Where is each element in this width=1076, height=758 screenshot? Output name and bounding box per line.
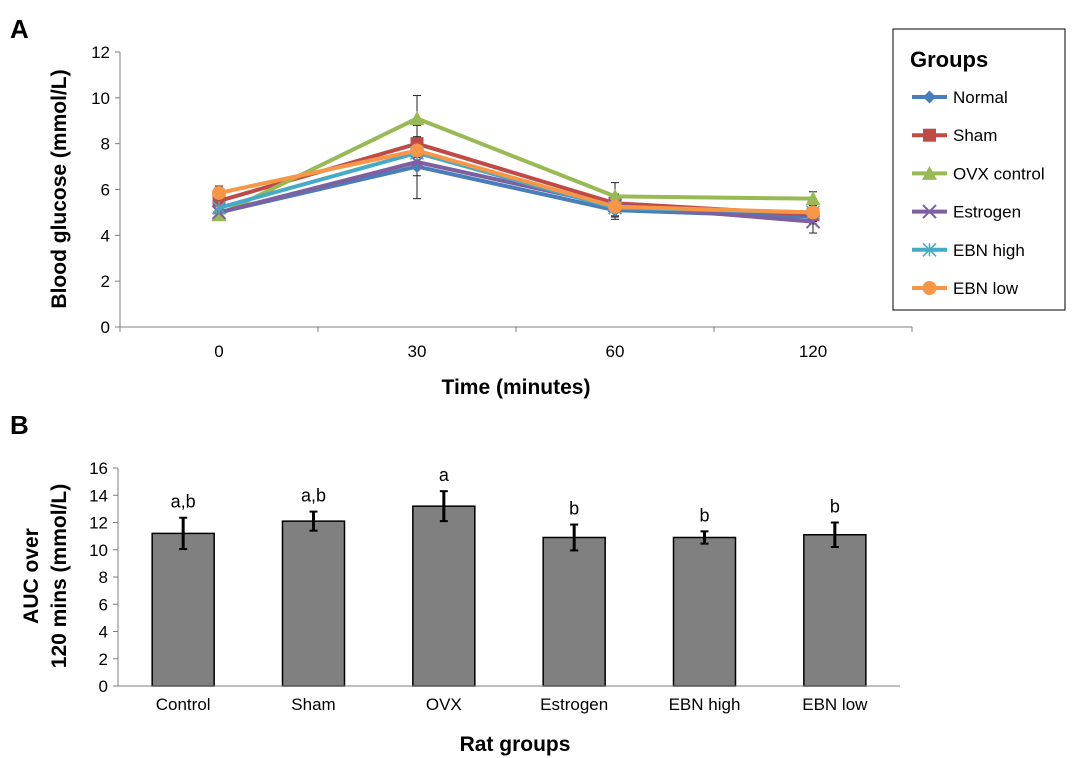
- legend: Groups Normal Sham OVX control Estrogen EBN …: [892, 28, 1066, 311]
- data-point: [212, 185, 226, 200]
- series-group: [211, 95, 821, 234]
- legend-marker: [922, 281, 937, 295]
- x-tick-label: EBN low: [802, 695, 868, 714]
- significance-label: b: [830, 497, 840, 517]
- bar-group: a,b: [151, 492, 215, 687]
- x-tick-label: 0: [214, 342, 223, 361]
- bar: [803, 534, 867, 687]
- bar: [281, 520, 346, 687]
- panel-label-b: B: [10, 410, 29, 440]
- x-tick-label: 60: [606, 342, 625, 361]
- significance-label: b: [699, 505, 709, 525]
- line-chart: 0 2 4 6 8 10 12 0 30 60 120 Time (minutes) Blood …: [48, 43, 913, 399]
- legend-title: Groups: [910, 47, 988, 72]
- legend-item: EBN high: [912, 241, 1025, 260]
- series-estrogen: [211, 154, 821, 229]
- bar-group: b: [803, 497, 867, 687]
- data-point: [409, 110, 425, 125]
- legend-item: EBN low: [912, 279, 1019, 298]
- data-point: [211, 200, 227, 215]
- x-tick-label: Estrogen: [540, 695, 608, 714]
- legend-marker: [922, 204, 937, 219]
- y-axis-title-line2: 120 mins (mmol/L): [48, 484, 71, 668]
- x-tick-label: Sham: [291, 695, 335, 714]
- y-tick-label: 12: [91, 43, 110, 62]
- y-tick-label: 16: [89, 459, 108, 478]
- x-axis-title: Time (minutes): [442, 376, 591, 399]
- legend-item: OVX control: [912, 164, 1045, 183]
- y-tick-label: 2: [99, 650, 108, 669]
- series-ovx-control: [211, 110, 821, 222]
- data-point: [608, 199, 622, 214]
- bar-group: b: [672, 505, 737, 687]
- bar: [412, 505, 476, 687]
- y-tick-label: 8: [101, 135, 110, 154]
- legend-label: OVX control: [953, 164, 1045, 183]
- x-tick-label: 120: [799, 342, 827, 361]
- legend-item: Sham: [912, 126, 997, 145]
- bar-chart: 0 2 4 6 8 10 12 14 16 a,b a,b a b b b Control Sham OVX E…: [20, 459, 900, 756]
- x-axis-title: Rat groups: [460, 733, 571, 756]
- bar: [151, 532, 215, 687]
- legend-label: Estrogen: [953, 203, 1021, 222]
- significance-label: a: [439, 465, 450, 485]
- data-point: [805, 191, 821, 206]
- y-axis-title-line1: AUC over: [20, 528, 43, 624]
- y-tick-label: 10: [91, 89, 110, 108]
- bar: [672, 536, 737, 687]
- bar-group: a: [412, 465, 476, 687]
- legend-item: Estrogen: [912, 203, 1021, 222]
- x-tick-label: Control: [156, 695, 211, 714]
- y-tick-label: 6: [99, 595, 108, 614]
- legend-marker: [923, 128, 936, 142]
- y-tick-label: 2: [101, 272, 110, 291]
- x-tick-label: OVX: [426, 695, 462, 714]
- data-point: [806, 205, 820, 220]
- y-axis-ticks: 0 2 4 6 8 10 12 14 16: [89, 459, 118, 696]
- series-line: [218, 116, 814, 217]
- y-axis-title: Blood glucose (mmol/L): [48, 69, 71, 308]
- series-ebn-low: [212, 143, 820, 220]
- y-tick-label: 0: [99, 677, 108, 696]
- x-tick-label: 30: [408, 342, 427, 361]
- y-tick-label: 10: [89, 541, 108, 560]
- bar: [542, 536, 606, 687]
- bar-group: a,b: [281, 486, 346, 687]
- y-tick-label: 8: [99, 568, 108, 587]
- legend-marker: [922, 242, 937, 257]
- panel-label-a: A: [10, 14, 29, 44]
- legend-items: Normal Sham OVX control Estrogen EBN high EBN…: [912, 88, 1045, 298]
- y-tick-label: 4: [99, 623, 108, 642]
- y-tick-label: 0: [101, 318, 110, 337]
- data-point: [410, 143, 424, 158]
- x-axis-ticks: 0 30 60 120: [119, 327, 913, 361]
- y-tick-label: 12: [89, 514, 108, 533]
- x-tick-label: EBN high: [669, 695, 741, 714]
- series-line: [218, 148, 814, 215]
- marker-stroke: [922, 204, 937, 219]
- y-tick-label: 6: [101, 181, 110, 200]
- legend-label: EBN low: [953, 279, 1019, 298]
- bar-group: b: [542, 499, 606, 687]
- y-axis-ticks: 0 2 4 6 8 10 12: [91, 43, 120, 337]
- series-line: [218, 160, 814, 224]
- data-point: [607, 188, 623, 203]
- legend-marker: [922, 165, 937, 180]
- bars-group: a,b a,b a b b b: [151, 465, 867, 687]
- significance-label: a,b: [171, 492, 196, 512]
- legend-label: EBN high: [953, 241, 1025, 260]
- legend-marker: [923, 90, 936, 104]
- y-tick-label: 4: [101, 226, 110, 245]
- legend-box: [892, 28, 1066, 311]
- legend-item: Normal: [912, 88, 1008, 107]
- significance-label: b: [569, 499, 579, 519]
- legend-label: Normal: [953, 88, 1008, 107]
- y-tick-label: 14: [89, 486, 108, 505]
- significance-label: a,b: [301, 486, 326, 506]
- legend-label: Sham: [953, 126, 997, 145]
- x-axis-labels: Control Sham OVX Estrogen EBN high EBN low: [156, 695, 868, 714]
